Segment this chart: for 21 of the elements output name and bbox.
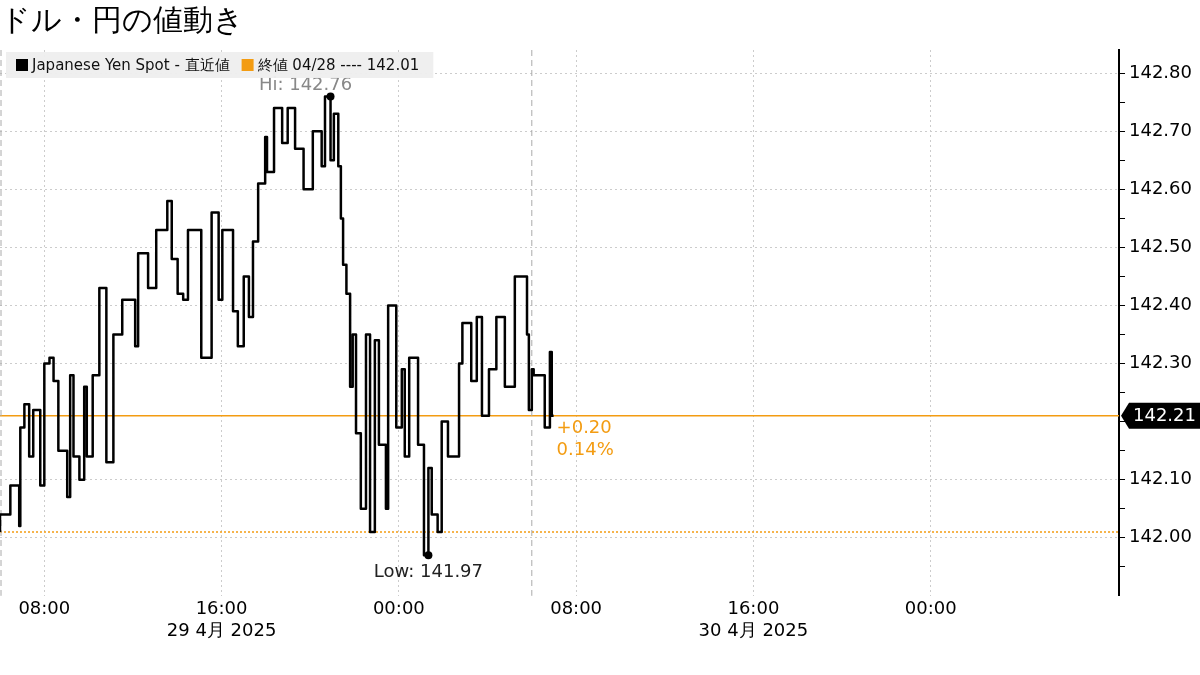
chart-title: ドル・円の値動き	[0, 1, 244, 37]
x-tick-label: 08:00	[18, 597, 71, 619]
y-tick-label: 142.70	[1129, 118, 1192, 140]
y-tick-label: 142.30	[1129, 351, 1192, 373]
y-tick-label: 142.40	[1129, 293, 1192, 315]
y-tick-label: 142.10	[1129, 467, 1192, 489]
y-tick-label: 142.60	[1129, 177, 1192, 199]
y-tick-label: 142.50	[1129, 235, 1192, 257]
x-tick-label: 00:00	[904, 597, 957, 619]
ref-line-label: 142.21	[1133, 404, 1196, 426]
legend-label: 終値 04/28 ---- 142.01	[256, 55, 420, 74]
legend-label: Japanese Yen Spot - 直近値	[31, 55, 230, 74]
x-tick-label: 16:00 29 4月 2025	[166, 597, 277, 640]
y-tick-label: 142.80	[1129, 60, 1192, 82]
x-tick-label: 08:00	[550, 597, 603, 619]
y-tick-label: 142.00	[1129, 525, 1192, 547]
annotation: Low: 141.97	[373, 559, 484, 581]
annotation: Hi: 142.76	[258, 73, 353, 95]
x-tick-label: 00:00	[372, 597, 425, 619]
annotation: +0.20 0.14%	[556, 416, 614, 460]
x-tick-label: 16:00 30 4月 2025	[698, 597, 809, 640]
